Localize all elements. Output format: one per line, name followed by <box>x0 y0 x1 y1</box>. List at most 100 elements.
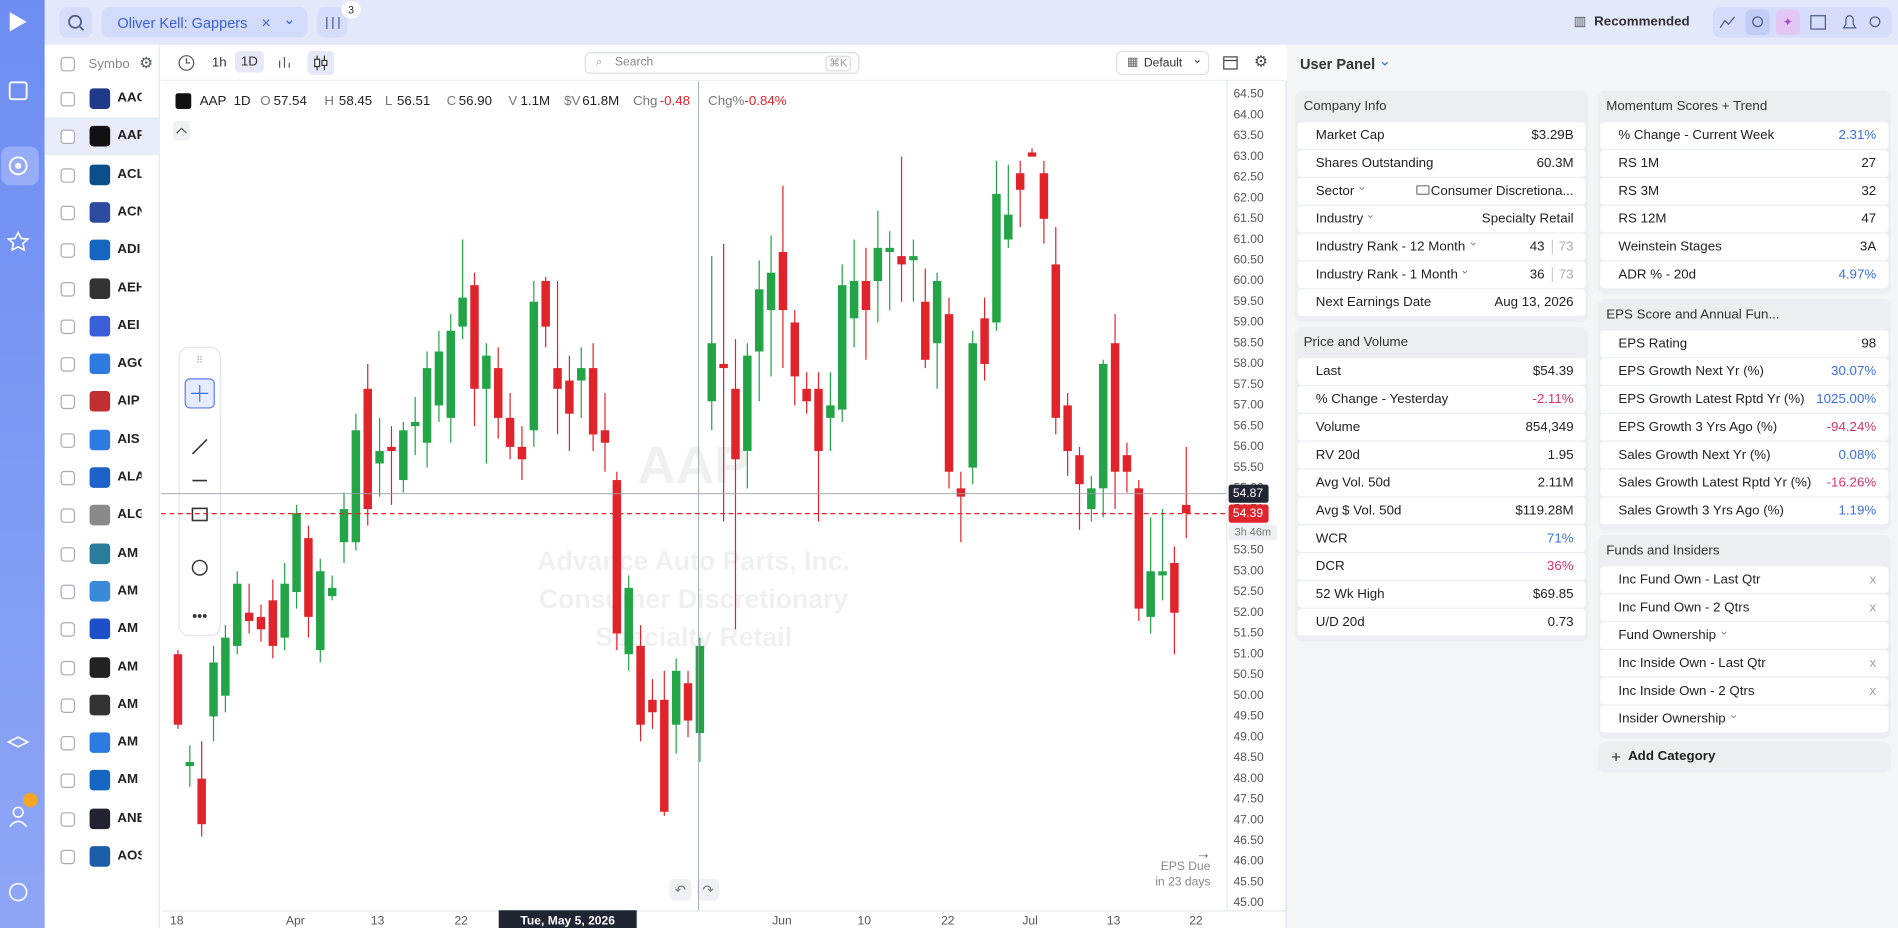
row-label: Shares Outstanding <box>1315 156 1434 171</box>
legend-symbol: AAP <box>200 93 227 108</box>
symbol-row[interactable]: AOS <box>45 838 159 876</box>
plus-icon: + <box>1611 746 1622 767</box>
checkbox[interactable] <box>60 546 76 562</box>
checkbox[interactable] <box>60 281 76 296</box>
candle-body <box>351 430 361 543</box>
y-tick-label: 45.00 <box>1233 895 1264 909</box>
dropdown-chevron[interactable]: ⌄ <box>1356 180 1368 194</box>
symbol-row[interactable]: AGC <box>45 345 159 383</box>
row-label: EPS Rating <box>1618 336 1688 352</box>
watchlist-chip[interactable]: Oliver Kell: Gappers × ⌄ <box>101 7 308 38</box>
dropdown-chevron[interactable]: ⌄ <box>1365 208 1376 222</box>
checkbox[interactable] <box>60 698 76 713</box>
symbol-row[interactable]: AAC <box>45 80 159 118</box>
symbol-row[interactable]: AM <box>45 572 159 610</box>
checkbox[interactable] <box>60 508 76 524</box>
checkbox[interactable] <box>60 167 76 183</box>
checkbox[interactable] <box>60 357 76 372</box>
section-title: Price and Volume <box>1303 335 1409 350</box>
y-tick-label: 53.50 <box>1233 543 1264 557</box>
symbol-row[interactable]: AM <box>45 724 159 762</box>
candle-body <box>909 256 918 261</box>
row-value: 47 <box>1861 211 1877 227</box>
checkbox[interactable] <box>60 736 76 751</box>
legend-value: -0.48 <box>660 93 690 108</box>
panel-row: Last $54.39 <box>1297 358 1586 385</box>
dropdown-chevron[interactable]: ⌄ <box>1718 624 1730 638</box>
symbol-row[interactable]: AM <box>45 535 159 573</box>
interval[interactable]: 1h <box>211 55 227 71</box>
chart-toolbar: 1h 1D ⌕ Search ⌘K ▦ Default ⌄ ⚙ <box>160 45 1286 82</box>
checkbox[interactable] <box>60 205 76 221</box>
checkbox[interactable] <box>60 660 76 675</box>
symbol-row[interactable]: ACN <box>45 194 159 232</box>
dropdown-chevron[interactable]: ⌄ <box>1459 263 1470 278</box>
symbol-ticker: AM <box>117 696 139 712</box>
symbol-row[interactable]: AIP <box>45 383 159 421</box>
row-label: Sales Growth Next Yr (%) <box>1618 447 1771 463</box>
search-button[interactable] <box>59 7 92 38</box>
symbol-row[interactable]: AM <box>45 686 159 724</box>
checkbox[interactable] <box>60 584 76 600</box>
dropdown-chevron[interactable]: ⌄ <box>1468 236 1479 250</box>
symbol-row[interactable]: ADI <box>45 231 159 269</box>
checkbox[interactable] <box>60 470 76 486</box>
row-label: Avg $ Vol. 50d <box>1315 503 1402 519</box>
panel-row: RS 1M 27 <box>1600 150 1889 177</box>
panel-row: % Change - Current Week 2.31% <box>1600 122 1889 149</box>
row-label: Inc Inside Own - 2 Qtrs <box>1618 683 1755 699</box>
checkbox[interactable] <box>60 319 76 334</box>
panel-row: Avg Vol. 50d 2.11M <box>1297 469 1586 497</box>
dropdown-chevron[interactable]: ⌄ <box>1728 708 1739 722</box>
checkbox[interactable] <box>60 773 76 789</box>
row-label: RS 12M <box>1618 211 1667 227</box>
symbol-row[interactable]: AAP <box>44 117 159 156</box>
legend-value: 58.45 <box>339 93 372 108</box>
x-tick-label: 22 <box>941 913 955 927</box>
row-value: 36% <box>1546 559 1574 574</box>
checkbox[interactable] <box>60 432 76 448</box>
checkbox[interactable] <box>60 849 76 865</box>
interval[interactable]: 1D <box>234 50 264 73</box>
panel-section: Company Info Market Cap $3.29B Shares Outst… <box>1295 90 1589 322</box>
symbol-row[interactable]: AIS <box>45 421 159 459</box>
checkbox[interactable] <box>60 91 76 107</box>
panel-section: Momentum Scores + Trend % Change - Curren… <box>1597 90 1891 295</box>
checkbox[interactable] <box>60 622 76 637</box>
y-tick-label: 63.00 <box>1233 149 1264 163</box>
add-category-label: Add Category <box>1628 749 1716 764</box>
candle-body <box>375 451 384 464</box>
y-tick-label: 47.50 <box>1233 792 1264 806</box>
candle-body <box>968 343 977 468</box>
symbol-row[interactable]: AM <box>45 762 159 800</box>
panel-row: Weinstein Stages 3A <box>1600 233 1889 261</box>
row-divider <box>1551 239 1554 255</box>
candle-body <box>636 645 645 725</box>
row-value: 71% <box>1546 531 1574 546</box>
symbol-row[interactable]: ANE <box>45 800 159 838</box>
add-category[interactable]: + Add Category <box>1597 742 1891 773</box>
candle-body <box>446 330 456 418</box>
checkbox[interactable] <box>60 395 76 410</box>
template-select[interactable]: ▦ Default ⌄ <box>1116 50 1210 76</box>
candle-body <box>268 600 278 646</box>
candle-body <box>304 538 313 617</box>
checkbox[interactable] <box>60 811 76 827</box>
row-value: 0.08% <box>1838 447 1877 463</box>
symbol-row[interactable]: AEH <box>45 269 159 307</box>
symbol-row[interactable]: ACL <box>45 156 159 194</box>
search-box[interactable]: ⌕ Search ⌘K <box>584 52 860 74</box>
checkbox[interactable] <box>60 243 76 259</box>
symbol-ticker: AM <box>117 583 139 598</box>
symbol-row[interactable]: ALA <box>45 459 159 497</box>
row-value: 4.97% <box>1838 267 1877 283</box>
symbol-row[interactable]: ALG <box>45 497 159 535</box>
layout-select[interactable]: ▥ Recommended <box>1573 14 1690 30</box>
symbol-logo <box>89 164 111 185</box>
symbol-row[interactable]: AEI <box>45 307 159 345</box>
checkbox[interactable] <box>60 129 76 145</box>
symbol-row[interactable]: AM <box>45 648 159 686</box>
symbol-row[interactable]: AM <box>45 610 159 648</box>
y-tick-label: 57.00 <box>1233 398 1264 412</box>
undo-redo[interactable]: ↶ ↷ <box>669 878 720 901</box>
